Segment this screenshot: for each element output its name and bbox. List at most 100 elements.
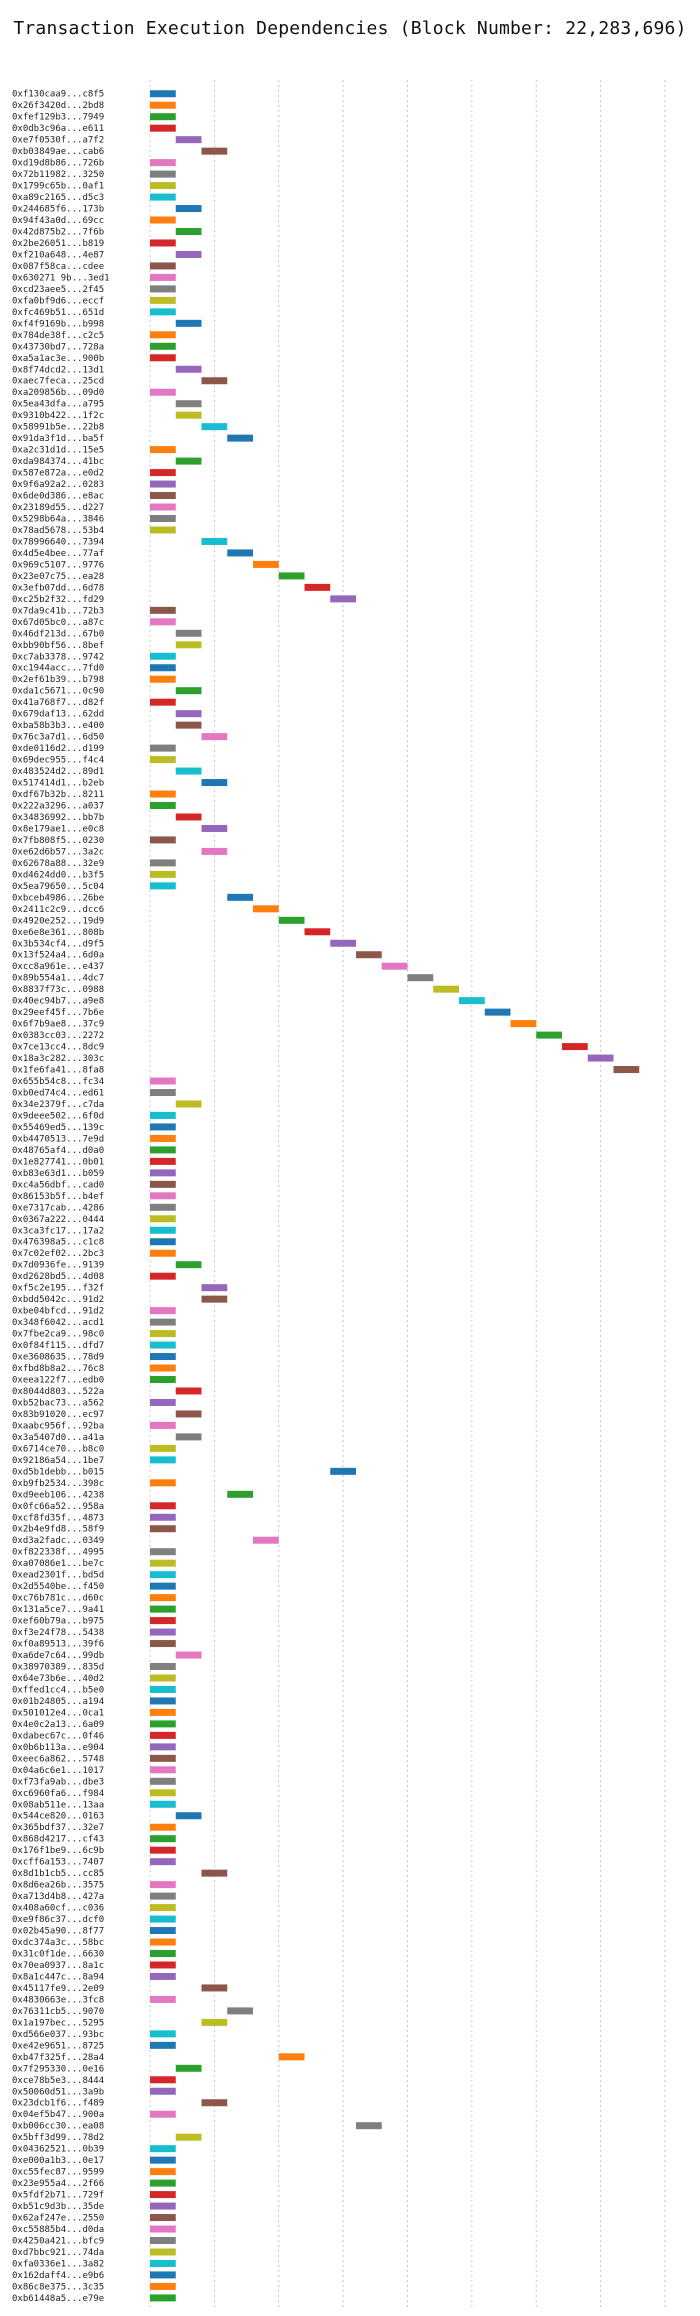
- tick-label: 0xd5b1debb...b015: [12, 1467, 104, 1477]
- tick-label: 0x42d875b2...7f6b: [12, 228, 104, 238]
- bar: [407, 974, 434, 982]
- bar: [175, 1651, 202, 1659]
- bar: [150, 1904, 176, 1912]
- bar: [150, 1720, 176, 1728]
- tick-label: 0x62678a88...32e9: [12, 859, 104, 869]
- tick-label: 0xeea122f7...edb0: [12, 1376, 104, 1386]
- bar: [278, 916, 305, 924]
- bar: [150, 2282, 176, 2290]
- tick-label: 0x244685f6...173b: [12, 205, 104, 215]
- bar: [150, 1640, 176, 1648]
- bar: [150, 492, 176, 500]
- bar: [150, 1800, 176, 1808]
- tick-label: 0xdabec67c...0f46: [12, 1731, 104, 1741]
- tick-label: 0x8d1b1cb5...cc85: [12, 1869, 104, 1879]
- bar: [150, 1674, 176, 1682]
- bar: [150, 836, 176, 844]
- tick-label: 0x08ab511e...13aa: [12, 1800, 104, 1810]
- tick-label: 0x0b6b113a...e904: [12, 1743, 104, 1753]
- tick-label: 0x13f524a4...6d0a: [12, 951, 104, 961]
- bar: [150, 859, 176, 867]
- bar: [201, 2099, 228, 2107]
- bar: [150, 1111, 176, 1119]
- tick-label: 0xc1944acc...7fd0: [12, 664, 104, 674]
- bar: [175, 228, 202, 235]
- bar: [150, 1961, 176, 1969]
- bar: [150, 446, 176, 454]
- bar: [175, 2064, 202, 2072]
- bar: [150, 1364, 176, 1372]
- tick-label: 0xb61448a5...e79e: [12, 2294, 104, 2304]
- bar: [278, 2053, 305, 2061]
- tick-label: 0x476398a5...c1c8: [12, 1238, 104, 1248]
- tick-label: 0x83b91020...ec97: [12, 1410, 104, 1420]
- bar: [175, 1433, 202, 1441]
- tick-label: 0x69dec955...f4c4: [12, 756, 104, 766]
- bar: [150, 1743, 176, 1751]
- bar: [150, 331, 176, 339]
- tick-label: 0x365bdf37...32e7: [12, 1823, 104, 1833]
- tick-label: 0xc6960fa6...f984: [12, 1789, 104, 1799]
- tick-label: 0xbceb4986...26be: [12, 893, 104, 903]
- tick-label: 0x58991b5e...22b8: [12, 423, 104, 433]
- bar: [175, 629, 202, 637]
- tick-label: 0xd4624dd0...b3f5: [12, 870, 104, 880]
- tick-label: 0x6f7b9ae8...37c9: [12, 1020, 104, 1030]
- tick-label: 0xd19d8b86...726b: [12, 159, 104, 169]
- bar: [150, 2156, 176, 2164]
- bar: [304, 583, 331, 591]
- tick-label: 0xd3a2fadc...0349: [12, 1536, 104, 1546]
- bar: [459, 997, 485, 1005]
- bar: [150, 480, 176, 488]
- bar: [150, 113, 176, 121]
- bar: [150, 1077, 176, 1085]
- tick-label: 0x784de38f...c2c5: [12, 331, 104, 341]
- tick-label: 0xce78b5e3...8444: [12, 2076, 104, 2086]
- tick-label: 0x2d5540be...f450: [12, 1582, 104, 1592]
- tick-label: 0xdf67b32b...8211: [12, 790, 104, 800]
- bar: [150, 1215, 176, 1223]
- bar: [150, 262, 176, 270]
- tick-label: 0xffed1cc4...b5e0: [12, 1685, 104, 1695]
- bar: [150, 182, 176, 190]
- tick-label: 0x18a3c282...303c: [12, 1054, 104, 1064]
- bar: [587, 1054, 614, 1062]
- bar: [150, 2030, 176, 2038]
- chart-title: Transaction Execution Dependencies (Bloc…: [13, 18, 687, 39]
- bar: [150, 1881, 176, 1889]
- tick-label: 0xc76b781c...d60c: [12, 1594, 104, 1604]
- bar: [150, 1146, 176, 1154]
- bar: [150, 1858, 176, 1866]
- tick-label: 0xe7f0530f...a7f2: [12, 136, 104, 146]
- bar: [150, 1628, 176, 1636]
- bar: [150, 1972, 176, 1980]
- tick-label: 0xa209856b...09d0: [12, 388, 104, 398]
- bar: [150, 1938, 176, 1946]
- tick-label: 0x94f43a0d...69cc: [12, 216, 104, 226]
- tick-label: 0x70ea0937...8a1c: [12, 1961, 104, 1971]
- bar: [150, 469, 176, 477]
- tick-label: 0x969c5107...9776: [12, 560, 104, 570]
- tick-label: 0x7fb808f5...0230: [12, 836, 104, 846]
- tick-label: 0xf73fa9ab...dbe3: [12, 1777, 104, 1787]
- bar: [150, 2214, 176, 2222]
- tick-label: 0x8837f73c...0988: [12, 985, 104, 995]
- bar: [150, 2191, 176, 2199]
- tick-label: 0x3b534cf4...d9f5: [12, 939, 104, 949]
- tick-label: 0xd7bbc921...74da: [12, 2248, 104, 2258]
- bar: [150, 652, 176, 660]
- bar: [150, 526, 176, 534]
- bar: [175, 1812, 202, 1820]
- bar: [150, 1685, 176, 1693]
- bar: [150, 2259, 176, 2267]
- bar: [150, 273, 176, 281]
- tick-label: 0xe42e9651...8725: [12, 2041, 104, 2051]
- bar: [175, 1261, 202, 1269]
- tick-label: 0xf4f9169b...b998: [12, 319, 104, 329]
- bar: [150, 1548, 176, 1556]
- bar: [175, 365, 202, 373]
- bar: [150, 216, 176, 224]
- bar: [150, 1307, 176, 1315]
- tick-label: 0xd9eeb106...4238: [12, 1490, 104, 1500]
- bar: [150, 159, 176, 167]
